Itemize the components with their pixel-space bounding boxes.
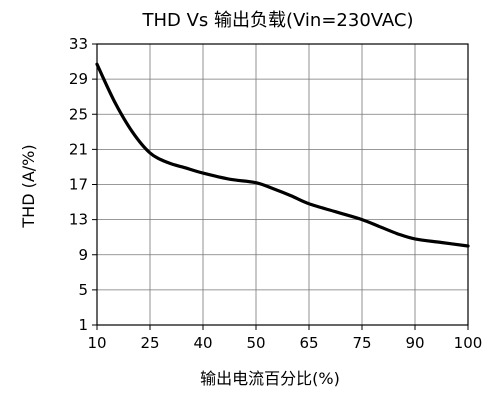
y-axis-title: THD (A/%) <box>19 144 38 228</box>
series-line <box>95 62 470 248</box>
y-tick-label: 9 <box>78 246 88 264</box>
x-tick-label: 50 <box>246 334 265 352</box>
y-tick-label: 29 <box>69 70 88 88</box>
grid <box>97 44 468 325</box>
x-tick-label: 75 <box>352 334 371 352</box>
x-axis-title: 输出电流百分比(%) <box>200 369 340 388</box>
y-tick-label: 25 <box>69 105 88 123</box>
x-tick-label: 25 <box>140 334 159 352</box>
y-tick-label: 17 <box>69 176 88 194</box>
x-axis-ticks: 10 25 40 50 65 75 90 100 <box>87 325 482 352</box>
y-tick-label: 13 <box>69 211 88 229</box>
y-tick-label: 1 <box>78 316 88 334</box>
y-tick-label: 21 <box>69 140 88 158</box>
x-tick-label: 40 <box>193 334 212 352</box>
y-axis-ticks: 1 5 9 13 17 21 25 29 33 <box>69 35 97 334</box>
x-tick-label: 100 <box>454 334 483 352</box>
x-tick-label: 90 <box>405 334 424 352</box>
x-tick-label: 65 <box>299 334 318 352</box>
y-tick-label: 33 <box>69 35 88 53</box>
y-tick-label: 5 <box>78 281 88 299</box>
x-tick-label: 10 <box>87 334 106 352</box>
chart-title: THD Vs 输出负载(Vin=230VAC) <box>141 10 413 31</box>
